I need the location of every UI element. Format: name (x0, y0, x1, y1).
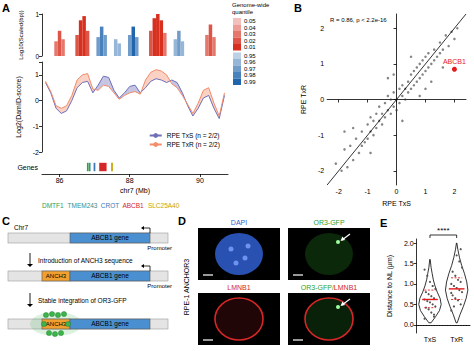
svg-text:ABCB1 gene: ABCB1 gene (91, 320, 129, 328)
svg-text:Genes: Genes (17, 164, 38, 171)
svg-text:0.0: 0.0 (404, 321, 414, 328)
svg-text:Distance to NL (μm): Distance to NL (μm) (386, 255, 394, 317)
svg-text:0.97: 0.97 (244, 66, 256, 72)
svg-text:OR3-GFP: OR3-GFP (313, 219, 344, 226)
svg-text:2.0: 2.0 (404, 240, 414, 247)
svg-text:RPE-1 ANCHOR3: RPE-1 ANCHOR3 (183, 259, 190, 316)
svg-text:1: 1 (424, 188, 428, 195)
svg-text:R = 0.86, p < 2.2e-16: R = 0.86, p < 2.2e-16 (330, 17, 387, 23)
svg-text:Promoter: Promoter (147, 245, 172, 251)
svg-text:0.98: 0.98 (244, 72, 256, 78)
svg-text:ABCB1 gene: ABCB1 gene (91, 272, 129, 280)
svg-text:Log2(DamID-score): Log2(DamID-score) (15, 76, 23, 137)
svg-text:TMEM243: TMEM243 (68, 202, 98, 209)
svg-text:0.03: 0.03 (244, 31, 256, 37)
svg-text:RPE TxR: RPE TxR (300, 85, 307, 114)
svg-text:ABCB1: ABCB1 (443, 58, 466, 65)
svg-text:ABCB1 gene: ABCB1 gene (91, 234, 129, 242)
svg-text:-2: -2 (336, 188, 342, 195)
svg-text:1: 1 (35, 71, 39, 78)
svg-text:TxS: TxS (424, 336, 437, 343)
svg-text:0.04: 0.04 (244, 25, 256, 31)
svg-text:Stable integration of OR3-GFP: Stable integration of OR3-GFP (38, 297, 127, 305)
svg-text:-1: -1 (365, 188, 371, 195)
svg-text:-1: -1 (33, 123, 39, 130)
svg-text:0.05: 0.05 (244, 18, 256, 24)
svg-text:0.99: 0.99 (244, 79, 256, 85)
svg-text:TxR: TxR (450, 336, 463, 343)
svg-text:E: E (380, 217, 387, 229)
svg-text:****: **** (437, 226, 449, 235)
svg-text:C: C (2, 215, 10, 227)
svg-text:OR3-GFP/LMNB1: OR3-GFP/LMNB1 (301, 284, 358, 291)
svg-text:Promoter: Promoter (147, 283, 172, 289)
svg-text:DAPI: DAPI (231, 219, 247, 226)
svg-text:-2: -2 (33, 149, 39, 156)
svg-text:0: 0 (320, 96, 324, 103)
svg-text:Chr7: Chr7 (14, 224, 28, 231)
svg-text:90: 90 (196, 177, 204, 184)
svg-text:Introduction of ANCH3 sequence: Introduction of ANCH3 sequence (38, 257, 133, 265)
svg-text:0: 0 (35, 53, 39, 60)
svg-text:chr7 (Mb): chr7 (Mb) (120, 187, 150, 195)
svg-text:ANCH3: ANCH3 (46, 273, 67, 279)
svg-text:1: 1 (35, 11, 39, 18)
svg-text:0.01: 0.01 (244, 44, 256, 50)
svg-text:Log10(Scaled(bp)): Log10(Scaled(bp)) (18, 10, 24, 60)
svg-text:LMNB1: LMNB1 (227, 284, 250, 291)
svg-text:2: 2 (452, 188, 456, 195)
svg-text:DMTF1: DMTF1 (42, 202, 64, 209)
svg-text:ABCB1: ABCB1 (122, 202, 144, 209)
svg-text:1.0: 1.0 (404, 280, 414, 287)
svg-text:RPE TxS (n = 2/2): RPE TxS (n = 2/2) (167, 132, 220, 140)
svg-text:RPE TxS: RPE TxS (382, 200, 411, 207)
svg-text:1: 1 (320, 60, 324, 67)
svg-text:SLC25A40: SLC25A40 (148, 202, 180, 209)
svg-text:1.5: 1.5 (404, 260, 414, 267)
svg-text:A: A (2, 2, 10, 14)
svg-text:-1: -1 (318, 132, 324, 139)
svg-text:B: B (294, 2, 302, 14)
svg-text:0.95: 0.95 (244, 53, 256, 59)
svg-text:0.96: 0.96 (244, 59, 256, 65)
svg-text:RPE TxR (n = 2/2): RPE TxR (n = 2/2) (167, 141, 220, 149)
svg-text:0.5: 0.5 (404, 301, 414, 308)
svg-text:0.02: 0.02 (244, 38, 256, 44)
svg-text:ANCH3: ANCH3 (46, 321, 67, 327)
svg-text:Genome-wide: Genome-wide (232, 2, 271, 8)
svg-text:2: 2 (320, 25, 324, 32)
svg-text:-2: -2 (318, 167, 324, 174)
svg-text:86: 86 (56, 177, 64, 184)
svg-text:D: D (178, 215, 186, 227)
svg-text:0: 0 (395, 188, 399, 195)
svg-text:88: 88 (126, 177, 134, 184)
svg-text:CROT: CROT (101, 202, 119, 209)
svg-text:quantile: quantile (232, 9, 254, 15)
svg-text:0: 0 (35, 97, 39, 104)
